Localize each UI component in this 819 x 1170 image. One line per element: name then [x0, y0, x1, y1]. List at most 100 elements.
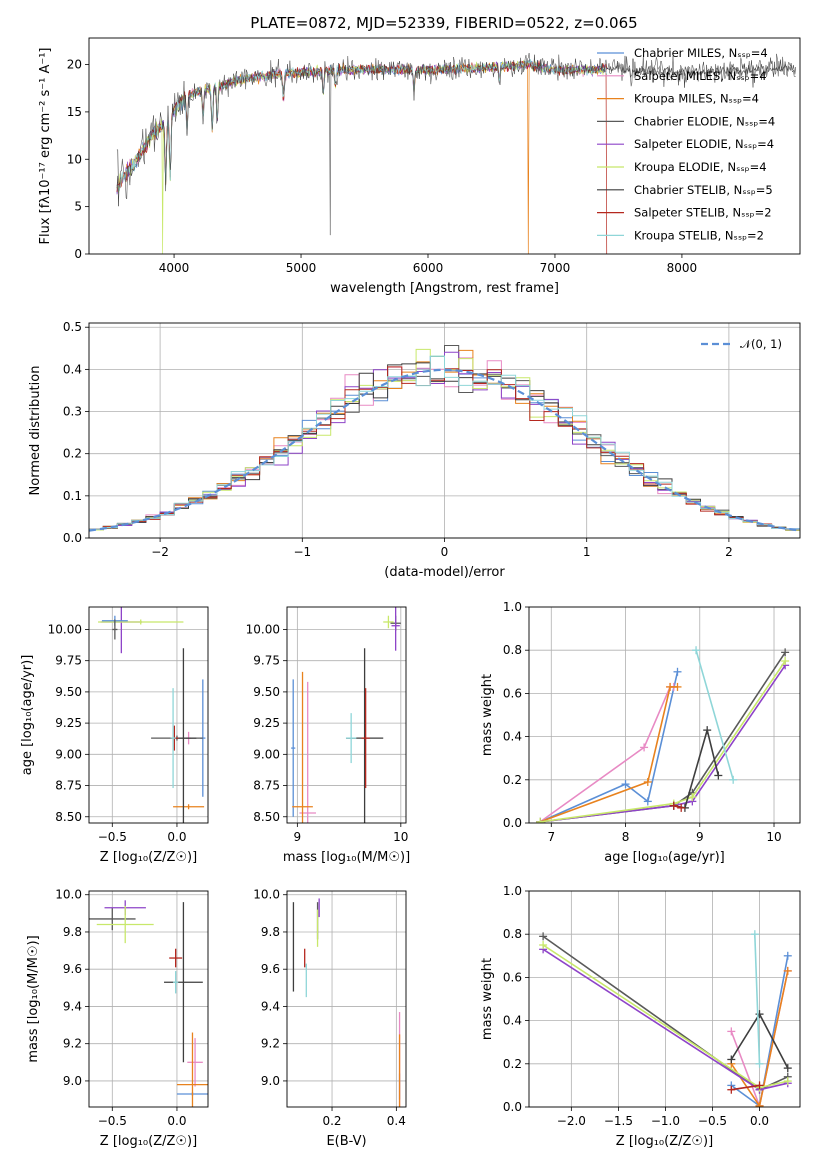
axes-frame	[88, 322, 801, 539]
x-axis-label: E(B-V)	[326, 1134, 366, 1149]
axes-frame	[286, 890, 407, 1108]
x-axis-label: Z [log₁₀(Z/Z☉)]	[100, 1134, 197, 1149]
x-axis-label: (data-model)/error	[384, 565, 505, 580]
x-tick-label: 7	[547, 830, 555, 844]
y-tick-label: 0.5	[63, 320, 82, 334]
x-tick-label: 0.4	[387, 1114, 406, 1128]
x-tick-label: 0.2	[322, 1114, 341, 1128]
y-axis-label: mass weight	[480, 958, 495, 1040]
x-tick-label: 10	[766, 830, 781, 844]
y-tick-label: 0.1	[63, 489, 82, 503]
plot-area	[536, 646, 790, 823]
y-tick-label: 9.0	[261, 1074, 280, 1088]
spectrum-series-4	[116, 61, 608, 195]
x-tick-label: 9	[294, 830, 302, 844]
y-tick-label: 9.6	[261, 962, 280, 976]
legend-entry: Chabrier MILES, Nₛₛₚ=4	[634, 46, 768, 60]
y-tick-label: 0.8	[503, 927, 522, 941]
y-tick-label: 0.0	[503, 816, 522, 830]
y-tick-label: 9.75	[55, 654, 82, 668]
x-tick-label: 0.0	[167, 1114, 186, 1128]
panel-weight-vs-Z: −2.0 −1.5 −1.0 −0.5 0.0 0.0 0.2 0.4 0.6 0.8 1.0 Z […	[480, 884, 801, 1149]
normal-curve	[89, 368, 800, 532]
axes-frame	[286, 606, 407, 824]
legend-entry: 𝒩(0, 1)	[740, 337, 782, 351]
panel-mass-vs-EBV: 0.2 0.4 9.0 9.2 9.4 9.6 9.8 10.0 E(B-V)	[253, 888, 407, 1149]
y-axis-label: Normed distribution	[28, 366, 43, 496]
legend-entry: Kroupa MILES, Nₛₛₚ=4	[634, 92, 759, 106]
x-tick-label: −0.5	[98, 830, 127, 844]
y-tick-label: 10	[67, 152, 82, 166]
y-tick-label: 0.0	[63, 531, 82, 545]
spectrum-series-5	[116, 59, 608, 254]
weight-line-2	[539, 686, 678, 823]
y-tick-label: 9.50	[253, 685, 280, 699]
panel-residuals: −2 −1 0 1 2 0.0 0.1 0.2 0.3 0.4 0.5 (data-model)/er…	[28, 320, 801, 580]
y-tick-label: 9.6	[63, 962, 82, 976]
x-tick-label: −1	[293, 545, 311, 559]
x-tick-label: −0.5	[98, 1114, 127, 1128]
weight-line-8	[754, 934, 761, 1064]
plot-area	[89, 345, 800, 533]
y-tick-label: 0.6	[503, 970, 522, 984]
y-tick-label: 5	[74, 200, 82, 214]
chart-title: PLATE=0872, MJD=52339, FIBERID=0522, z=0…	[250, 14, 637, 32]
y-tick-label: 10.0	[55, 888, 82, 902]
x-axis-label: age [log₁₀(age/yr)]	[604, 850, 725, 865]
y-tick-label: 8.50	[55, 810, 82, 824]
y-tick-label: 0.4	[503, 730, 522, 744]
x-axis-label: Z [log₁₀(Z/Z☉)]	[100, 850, 197, 865]
axes-frame	[88, 37, 801, 255]
x-tick-label: 2	[725, 545, 733, 559]
legend-entry: Chabrier ELODIE, Nₛₛₚ=4	[634, 114, 775, 128]
plot-area	[292, 898, 401, 1107]
y-tick-label: 9.0	[63, 1074, 82, 1088]
spectrum-series-2	[116, 60, 608, 254]
x-tick-label: 10	[393, 830, 408, 844]
histogram-series-8	[89, 355, 800, 532]
x-tick-label: 0.0	[750, 1114, 769, 1128]
y-tick-label: 0.2	[63, 447, 82, 461]
y-tick-label: 0.4	[63, 362, 82, 376]
legend-entry: Salpeter STELIB, Nₛₛₚ=2	[634, 206, 772, 220]
axes-frame	[528, 890, 801, 1108]
x-axis-label: wavelength [Angstrom, rest frame]	[330, 281, 559, 296]
y-tick-label: 0.4	[503, 1014, 522, 1028]
plot-area	[116, 52, 797, 254]
y-tick-label: 20	[67, 58, 82, 72]
spectrum-series-8	[116, 59, 608, 192]
legend-entry: Salpeter ELODIE, Nₛₛₚ=4	[634, 137, 774, 151]
weight-line-5	[539, 660, 786, 823]
y-tick-label: 8.50	[253, 810, 280, 824]
x-tick-label: 4000	[159, 261, 190, 275]
panel-weight-vs-age: 7 8 9 10 0.0 0.2 0.4 0.6 0.8 1.0 age [log₁₀(age/yr…	[480, 600, 801, 865]
panel-mass-vs-Z: −0.5 0.0 9.0 9.2 9.4 9.6 9.8 10.0 Z [log₁₀(Z/Z☉)…	[26, 888, 209, 1149]
plot-area	[291, 607, 401, 823]
plot-area	[89, 900, 208, 1107]
x-tick-label: 9	[696, 830, 704, 844]
y-tick-label: 0.0	[503, 1100, 522, 1114]
y-tick-label: 1.0	[503, 600, 522, 614]
y-tick-label: 9.00	[253, 747, 280, 761]
axes-frame	[88, 606, 209, 824]
x-tick-label: −1.5	[604, 1114, 633, 1128]
y-tick-label: 10.00	[48, 622, 82, 636]
x-tick-label: 0	[441, 545, 449, 559]
x-tick-label: −1.0	[651, 1114, 680, 1128]
y-tick-label: 8.75	[55, 779, 82, 793]
weight-line-8	[695, 649, 734, 781]
legend-entry: Kroupa ELODIE, Nₛₛₚ=4	[634, 160, 767, 174]
panel-spectrum: 4000 5000 6000 7000 8000 0 5 10 15 20 wavelength […	[38, 37, 801, 296]
x-tick-label: −2.0	[557, 1114, 586, 1128]
x-tick-label: 0.0	[167, 830, 186, 844]
weight-line-4	[540, 664, 786, 823]
y-tick-label: 15	[67, 105, 82, 119]
y-tick-label: 0.6	[503, 686, 522, 700]
panel-age-vs-mass: 9 10 8.50 8.75 9.00 9.25 9.50 9.75 10.00 mass [lo…	[246, 606, 410, 865]
y-axis-label: age [log₁₀(age/yr)]	[20, 655, 35, 776]
y-tick-label: 9.00	[55, 747, 82, 761]
y-tick-label: 9.75	[253, 654, 280, 668]
plot-area	[98, 607, 206, 823]
y-tick-label: 0.2	[503, 773, 522, 787]
x-axis-label: mass [log₁₀(M/M☉)]	[283, 850, 410, 865]
